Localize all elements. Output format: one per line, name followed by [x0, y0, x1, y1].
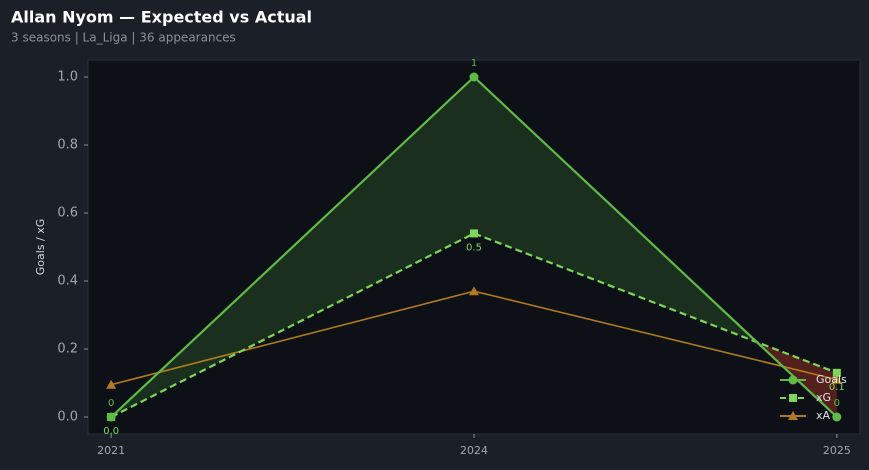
- series-line: [110, 232, 838, 418]
- legend-label: Goals: [816, 373, 847, 386]
- chart-title: Allan Nyom — Expected vs Actual: [11, 8, 312, 27]
- y-tick-label: 0.6: [57, 206, 78, 221]
- y-tick-label: 0.0: [57, 410, 78, 425]
- x-tick-label: 2021: [97, 444, 125, 457]
- data-label: 1: [471, 58, 477, 69]
- data-label: 0.0: [103, 426, 119, 437]
- data-point: [832, 412, 842, 422]
- x-tick-label: 2024: [460, 444, 488, 457]
- data-point: [106, 379, 117, 389]
- y-tick-label: 0.8: [57, 138, 78, 153]
- data-point: [469, 286, 479, 296]
- data-point: [469, 72, 479, 82]
- legend-marker: [789, 394, 797, 402]
- data-point: [106, 412, 116, 422]
- y-tick-label: 1.0: [57, 70, 78, 85]
- legend-label: xA: [816, 409, 831, 422]
- legend-marker: [788, 411, 798, 420]
- y-axis-label: Goals / xG: [34, 219, 47, 276]
- data-point: [470, 229, 478, 238]
- data-point: [832, 368, 841, 377]
- data-label: 0.1: [829, 382, 845, 393]
- y-tick-label: 0.2: [57, 342, 78, 357]
- y-tick-label: 0.4: [57, 274, 78, 289]
- data-point: [831, 374, 842, 384]
- chart-subtitle: 3 seasons | La_Liga | 36 appearances: [11, 31, 236, 45]
- x-tick-label: 2025: [823, 444, 851, 457]
- plot-area: [87, 59, 861, 435]
- data-label: 0.5: [466, 242, 482, 253]
- data-label: 0: [834, 398, 840, 409]
- data-label: 0: [108, 398, 114, 409]
- legend-marker: [788, 375, 798, 385]
- legend-label: xG: [816, 391, 831, 404]
